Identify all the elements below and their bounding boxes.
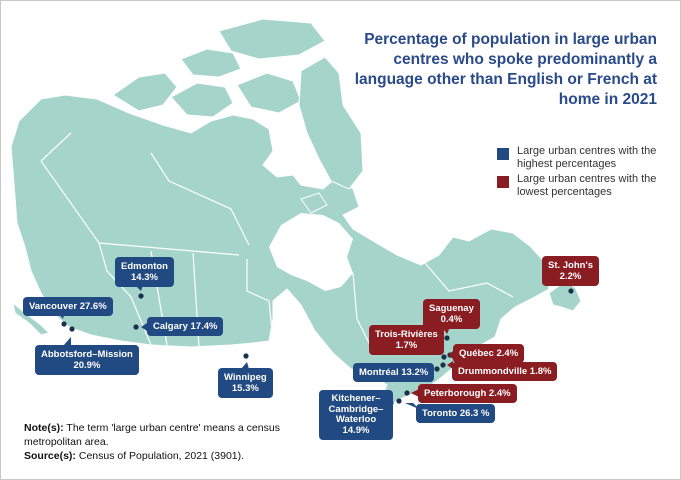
city-label-toronto: Toronto 26.3 % <box>416 404 496 423</box>
city-label-kitchener-cambridge-waterloo: Kitchener–Cambridge–Waterloo 14.9% <box>319 390 393 440</box>
city-percentage: 14.3% <box>131 272 158 283</box>
city-percentage: 1.8% <box>529 366 552 377</box>
arctic-island-4 <box>218 18 326 60</box>
legend-item-lowest: Large urban centres with the lowest perc… <box>497 173 677 199</box>
city-name: Vancouver <box>29 301 78 312</box>
footnotes: Note(s): The term 'large urban centre' m… <box>24 421 284 463</box>
dot-vancouver <box>61 321 67 327</box>
dot-abbotsford-mission <box>69 326 75 332</box>
city-label-peterborough: Peterborough 2.4% <box>418 384 517 403</box>
source-line: Source(s): Census of Population, 2021 (3… <box>24 449 284 463</box>
city-name: St. John's <box>548 260 594 271</box>
note-text: The term 'large urban centre' means a ce… <box>24 422 280 448</box>
city-percentage: 20.9% <box>73 360 101 371</box>
nt-nu-border <box>150 152 250 246</box>
city-label-vancouver: Vancouver 27.6% <box>23 297 113 316</box>
mb-on-border <box>246 259 274 342</box>
city-label-edmonton: Edmonton 14.3% <box>115 257 174 287</box>
city-label-quebec: Québec 2.4% <box>453 344 525 363</box>
city-name: Peterborough <box>424 388 487 399</box>
city-label-calgary: Calgary 17.4% <box>147 317 224 336</box>
dot-toronto <box>396 398 402 404</box>
arctic-island-1 <box>112 72 178 112</box>
city-percentage: 15.3% <box>231 383 259 394</box>
city-name: Trois-Rivières <box>375 329 438 340</box>
city-name: Québec <box>459 348 494 359</box>
chart-title: Percentage of population in large urban … <box>354 31 657 108</box>
city-label-drummondville: Drummondville 1.8% <box>452 362 558 381</box>
city-label-saguenay: Saguenay 0.4% <box>423 299 480 329</box>
bc-yt-border <box>40 160 100 244</box>
arctic-island-5 <box>236 72 302 114</box>
dot-montreal <box>434 366 440 372</box>
city-percentage: 2.4% <box>488 388 511 399</box>
arctic-island-3 <box>180 48 242 78</box>
pointer-winnipeg <box>241 362 249 369</box>
city-name: Edmonton <box>121 261 168 272</box>
arctic-island-2 <box>170 82 234 118</box>
dot-trois-rivieres <box>441 354 447 360</box>
hudson-bay <box>269 213 353 291</box>
on-qc-border <box>352 272 374 352</box>
city-percentage: 26.3 % <box>459 408 490 419</box>
city-name: Abbotsford–Mission <box>41 349 133 360</box>
city-percentage: 14.9% <box>342 424 370 436</box>
legend-swatch-lowest <box>497 176 509 188</box>
city-label-winnipeg: Winnipeg 15.3% <box>218 368 273 398</box>
legend-label-lowest: Large urban centres with the lowest perc… <box>517 173 657 198</box>
southampton-island <box>300 192 328 214</box>
city-percentage: 27.6% <box>79 301 107 312</box>
city-percentage: 1.7% <box>395 340 418 351</box>
dot-calgary <box>133 324 139 330</box>
city-label-montreal: Montréal 13.2% <box>353 363 435 382</box>
legend-label-highest: Large urban centres with the highest per… <box>517 145 657 170</box>
source-label: Source(s): <box>24 450 76 462</box>
city-percentage: 17.4% <box>190 321 218 332</box>
city-percentage: 0.4% <box>440 314 463 325</box>
newfoundland <box>548 282 582 312</box>
city-name: Drummondville <box>458 366 528 377</box>
city-name: Kitchener–Cambridge–Waterloo <box>328 393 384 425</box>
yt-nt-border <box>40 132 72 162</box>
city-label-abbotsford-mission: Abbotsford–Mission 20.9% <box>35 345 139 375</box>
city-label-trois-rivieres: Trois-Rivières 1.7% <box>369 325 444 355</box>
note-line: Note(s): The term 'large urban centre' m… <box>24 421 284 449</box>
legend-swatch-highest <box>497 148 509 160</box>
baffin-island <box>298 56 364 190</box>
city-name: Winnipeg <box>224 372 267 383</box>
pointer-abbotsford <box>63 337 71 346</box>
dot-edmonton <box>138 293 144 299</box>
city-name: Montréal <box>359 367 399 378</box>
pointer-peterborough <box>411 389 419 397</box>
qc-labrador-border <box>424 262 514 298</box>
pointer-toronto <box>405 403 419 409</box>
legend-item-highest: Large urban centres with the highest per… <box>497 145 677 171</box>
city-name: Calgary <box>153 321 188 332</box>
city-percentage: 13.2% <box>401 367 429 378</box>
pointer-drummondville <box>447 361 453 369</box>
note-label: Note(s): <box>24 422 64 434</box>
dot-peterborough <box>404 390 410 396</box>
city-label-st-johns: St. John's 2.2% <box>542 256 600 286</box>
dot-drummondville <box>440 362 446 368</box>
dot-winnipeg <box>243 353 249 359</box>
north-60-parallel <box>98 242 240 256</box>
pointer-calgary <box>141 323 147 331</box>
city-name: Toronto <box>422 408 458 419</box>
city-percentage: 2.2% <box>559 271 582 282</box>
city-percentage: 2.4% <box>496 348 519 359</box>
city-name: Saguenay <box>429 303 474 314</box>
dot-saguenay <box>444 335 450 341</box>
pointer-quebec <box>448 351 453 359</box>
source-text: Census of Population, 2021 (3901). <box>78 450 245 462</box>
dot-st-johns <box>568 288 574 294</box>
